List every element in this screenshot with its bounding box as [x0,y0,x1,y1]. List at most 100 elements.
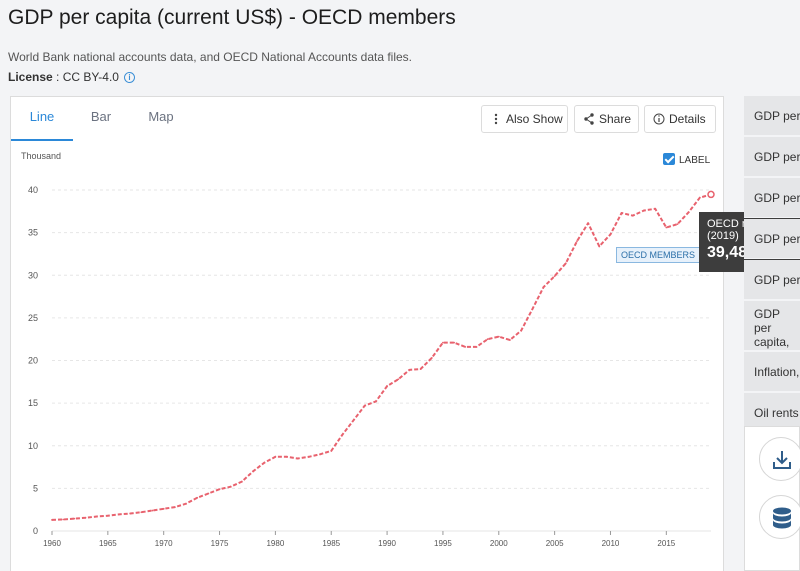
more-vertical-icon [494,113,498,125]
y-tick-label: 0 [33,526,38,536]
data-point [185,502,187,505]
download-card [744,426,800,571]
data-point [218,488,221,491]
data-point [375,400,377,403]
sidebar-item-gdp-ppp[interactable]: GDP per capita, PPP [744,137,800,177]
details-button[interactable]: Details [644,105,716,133]
data-point [62,518,65,521]
data-point [665,226,668,229]
x-tick-label: 1965 [99,539,117,548]
data-point [408,368,411,371]
data-point [95,515,98,518]
share-button[interactable]: Share [574,105,639,133]
sidebar-item-gdp-growth[interactable]: GDP per capita growth (annual %) [744,96,800,136]
data-point [531,308,534,311]
data-point [520,329,523,332]
data-point [207,492,210,495]
page-title: GDP per capita (current US$) - OECD memb… [8,6,456,29]
x-tick-label: 2015 [657,539,675,548]
x-tick-label: 1970 [155,539,173,548]
data-point [229,485,232,488]
details-label: Details [669,112,706,126]
sidebar-item-gdp-constant[interactable]: GDP per capita (constant) [744,178,800,218]
page-subtitle: World Bank national accounts data, and O… [8,50,413,64]
tab-map[interactable]: Map [148,109,174,124]
data-point [352,419,355,422]
data-point [553,275,556,278]
tab-line[interactable]: Line [11,97,73,141]
license-value: : CC BY-4.0 [52,70,119,84]
data-point [140,511,143,514]
data-point [397,378,400,381]
data-point [330,449,333,452]
download-button[interactable] [759,437,800,481]
y-tick-label: 20 [28,356,38,366]
data-point [173,506,176,509]
data-point [620,212,623,214]
y-tick-label: 25 [28,313,38,323]
data-point [631,214,634,217]
data-point [296,457,299,460]
sidebar-item-gdp-constant-lcu[interactable]: GDP per capita (constant LCU) [744,219,800,259]
data-point [162,507,165,510]
data-point [442,341,444,344]
data-point [654,207,657,210]
x-tick-label: 1985 [322,539,340,548]
data-point [643,209,645,212]
share-label: Share [599,112,632,126]
x-tick-label: 2010 [602,539,620,548]
x-tick-label: 1990 [378,539,396,548]
chart-area: Thousand LABEL 0 5 10 15 20 25 30 35 40 1960 1965 1… [11,145,723,571]
info-icon[interactable]: i [123,72,135,83]
data-point [609,233,612,236]
data-point [73,517,76,520]
data-point [274,455,277,458]
data-point [196,496,199,499]
data-point [598,245,601,248]
data-point [676,223,679,225]
label-checkbox-text: LABEL [679,155,711,166]
data-point [464,345,467,348]
data-point [307,455,310,458]
also-show-button[interactable]: Also Show [481,105,568,133]
line-chart[interactable]: 0 5 10 15 20 25 30 35 40 1960 1965 1970 1975 1980 1985… [11,145,723,571]
databank-button[interactable] [759,495,800,539]
data-point [687,211,690,214]
download-icon [773,451,791,469]
data-point [587,222,590,225]
y-tick-label: 15 [28,398,38,408]
data-point [285,455,288,458]
data-point [319,453,321,456]
license: License : CC BY-4.0 i [8,70,135,84]
data-point [475,345,478,348]
database-icon [773,507,791,529]
data-point [453,341,456,344]
sidebar-item-inflation[interactable]: Inflation, GDP deflator [744,352,800,392]
chart-panel: Line Bar Map Also Show Share Details Tho… [10,96,724,571]
data-point [118,513,120,516]
sidebar-item-gdp-current-lcu[interactable]: GDP per capita (current LCU) [744,260,800,300]
y-tick-label: 40 [28,185,38,195]
data-point [698,196,701,199]
sidebar-item-gdp-ppp-international[interactable]: GDP per capita, PPP (current internation… [744,301,800,351]
data-point [509,339,511,341]
series-label-tag: OECD MEMBERS [616,247,701,263]
tooltip-year: (2019) [707,230,739,242]
x-tick-label: 2000 [490,539,508,548]
data-point [129,512,132,515]
tab-bar-chart[interactable]: Bar [90,109,112,124]
y-tick-label: 10 [28,441,38,451]
share-icon [584,113,594,125]
data-point [363,404,366,407]
data-point [419,368,422,370]
label-checkbox[interactable]: LABEL [663,153,710,166]
data-point [106,514,109,517]
x-tick-label: 1960 [43,539,61,548]
data-point [430,357,433,359]
data-point [51,519,53,521]
series-line [51,193,712,521]
also-show-label: Also Show [506,112,563,126]
data-point [542,286,545,289]
info-circle-icon [653,113,665,125]
y-tick-label: 5 [33,483,38,493]
